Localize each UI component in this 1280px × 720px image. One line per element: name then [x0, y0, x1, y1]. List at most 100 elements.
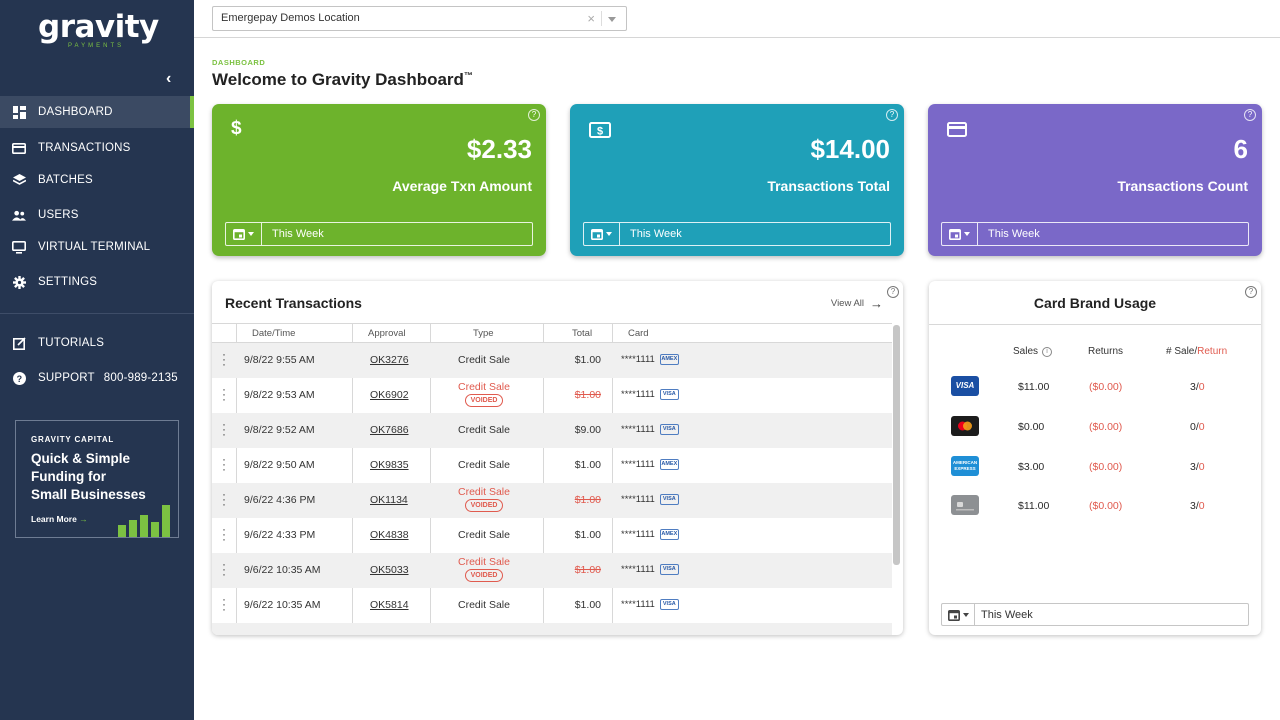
visa-logo: VISA [951, 376, 979, 396]
approval-link[interactable]: OK6902 [370, 389, 409, 401]
help-icon[interactable]: ? [886, 109, 898, 121]
approval-link[interactable]: OK1134 [370, 494, 408, 506]
voided-badge: VOIDED [464, 394, 504, 407]
row-menu-icon[interactable]: · · · [222, 382, 226, 406]
row-menu-icon[interactable]: · · · [222, 522, 226, 546]
row-menu-icon[interactable]: · · · [222, 592, 226, 616]
sidebar-item-tutorials[interactable]: TUTORIALS [0, 327, 194, 359]
sales-header: Sales i [1013, 346, 1053, 357]
period-select[interactable]: This Week [941, 222, 1249, 246]
col-divider [612, 323, 613, 635]
voided-badge: VOIDED [464, 499, 504, 512]
clear-icon[interactable]: × [587, 11, 595, 26]
table-row[interactable] [212, 623, 892, 635]
table-row[interactable]: · · · 9/8/22 9:52 AM OK7686 Credit Sale $9.00 *… [212, 413, 892, 448]
card-number: ****1111 [621, 564, 655, 575]
table-row[interactable]: · · · 9/8/22 9:55 AM OK3276 Credit Sale $1.00 *… [212, 343, 892, 378]
view-all-link[interactable]: View All → [831, 296, 883, 311]
brand-row: $0.00 ($0.00) 0/0 [929, 416, 1261, 438]
row-menu-icon[interactable]: · · · [222, 557, 226, 581]
approval-link[interactable]: OK3276 [370, 354, 409, 366]
users-icon [12, 208, 26, 222]
info-icon[interactable]: i [1042, 346, 1053, 357]
table-row[interactable]: · · · 9/6/22 4:36 PM OK1134 Credit Sale VOIDED… [212, 483, 892, 518]
calendar-icon[interactable] [226, 223, 262, 245]
brand-returns: ($0.00) [1089, 500, 1123, 512]
period-select[interactable]: This Week [583, 222, 891, 246]
row-menu-icon[interactable]: · · · [222, 452, 226, 476]
row-menu-icon[interactable]: · · · [222, 347, 226, 371]
table-row[interactable]: · · · 9/6/22 10:35 AM OK5033 Credit Sale VOIDE… [212, 553, 892, 588]
sidebar-item-users[interactable]: USERS [0, 199, 194, 231]
promo-line-3: Small Businesses [31, 487, 146, 502]
txn-total: $1.00 [574, 389, 601, 401]
approval-link[interactable]: OK4838 [370, 529, 409, 541]
period-select[interactable]: This Week [941, 603, 1249, 626]
logo-word: gravity [38, 9, 159, 45]
brand-row: VISA $11.00 ($0.00) 3/0 [929, 376, 1261, 398]
table-row[interactable]: · · · 9/6/22 4:33 PM OK4838 Credit Sale $1.00 *… [212, 518, 892, 553]
gravity-logo[interactable]: gravity PAYMENTS [38, 9, 159, 50]
period-select[interactable]: This Week [225, 222, 533, 246]
table-row[interactable]: · · · 9/6/22 10:35 AM OK5814 Credit Sale $1.00… [212, 588, 892, 623]
learn-more-link[interactable]: Learn More → [31, 514, 88, 524]
row-menu-icon[interactable]: · · · [222, 487, 226, 511]
txn-total: $1.00 [574, 599, 601, 611]
gravity-capital-promo[interactable]: GRAVITY CAPITAL Quick & Simple Funding f… [15, 420, 179, 538]
table-header: Date/Time Approval Type Total Card [212, 323, 892, 343]
txn-type: Credit Sale VOIDED [431, 556, 537, 582]
view-all-label: View All [830, 298, 864, 309]
table-row[interactable]: · · · 9/8/22 9:53 AM OK6902 Credit Sale VOIDED… [212, 378, 892, 413]
sidebar-item-settings[interactable]: SETTINGS [0, 266, 194, 298]
brand-sale-return: 3/0 [1190, 381, 1205, 393]
txn-type: Credit Sale [458, 354, 510, 366]
sidebar-item-label: TRANSACTIONS [38, 142, 131, 154]
chevron-down-icon[interactable] [608, 17, 616, 22]
card-value: 6 [1233, 134, 1248, 164]
row-menu-icon[interactable]: · · · [222, 417, 226, 441]
approval-link[interactable]: OK5814 [370, 599, 409, 611]
calendar-icon[interactable] [942, 604, 975, 625]
calendar-icon[interactable] [942, 223, 978, 245]
sidebar-item-dashboard[interactable]: DASHBOARD [0, 96, 194, 128]
approval-link[interactable]: OK9835 [370, 459, 409, 471]
help-icon[interactable]: ? [1244, 109, 1256, 121]
divider [929, 324, 1261, 325]
table-row[interactable]: · · · 9/8/22 9:50 AM OK9835 Credit Sale $1.00 *… [212, 448, 892, 483]
location-select[interactable]: Emergepay Demos Location × [212, 6, 627, 31]
card-label: Transactions Total [767, 178, 890, 194]
txn-date: 9/6/22 10:35 AM [244, 599, 321, 611]
help-icon[interactable]: ? [887, 286, 899, 298]
voided-badge: VOIDED [464, 569, 504, 582]
card-value: $2.33 [466, 134, 532, 164]
calendar-icon[interactable] [584, 223, 620, 245]
txn-total: $1.00 [574, 494, 601, 506]
card-brand-icon: VISA [659, 494, 679, 505]
sidebar-item-support[interactable]: ? SUPPORT 800-989-2135 [0, 362, 194, 394]
help-icon[interactable]: ? [528, 109, 540, 121]
approval-link[interactable]: OK7686 [370, 424, 409, 436]
collapse-sidebar-icon[interactable]: ‹ [166, 70, 172, 87]
scrollbar[interactable] [893, 325, 900, 565]
col-header: Approval [368, 328, 406, 339]
brand-sales: $11.00 [1018, 381, 1050, 393]
sidebar-item-virtual-terminal[interactable]: VIRTUAL TERMINAL [0, 231, 194, 263]
sidebar-item-batches[interactable]: BATCHES [0, 164, 194, 196]
sidebar-item-transactions[interactable]: TRANSACTIONS [0, 132, 194, 164]
brand-returns: ($0.00) [1089, 381, 1123, 393]
approval-link[interactable]: OK5033 [370, 564, 409, 576]
txn-type-label: Credit Sale [458, 381, 510, 393]
help-icon[interactable]: ? [1245, 286, 1257, 298]
period-value: This Week [981, 608, 1033, 621]
sidebar-item-label: USERS [38, 209, 79, 221]
mastercard-logo [951, 416, 979, 436]
avg-txn-card: ? $ $2.33 Average Txn Amount This Week [212, 104, 546, 256]
col-header: Date/Time [252, 328, 296, 339]
col-header: Type [473, 328, 494, 339]
txn-total-card: ? $ $14.00 Transactions Total This Week [570, 104, 904, 256]
txn-type-label: Credit Sale [458, 556, 510, 568]
card-number: ****1111 [621, 389, 655, 400]
sidebar-item-label: VIRTUAL TERMINAL [38, 241, 151, 253]
return-count: 0 [1198, 461, 1205, 473]
txn-card: ****1111 VISA [621, 494, 679, 505]
